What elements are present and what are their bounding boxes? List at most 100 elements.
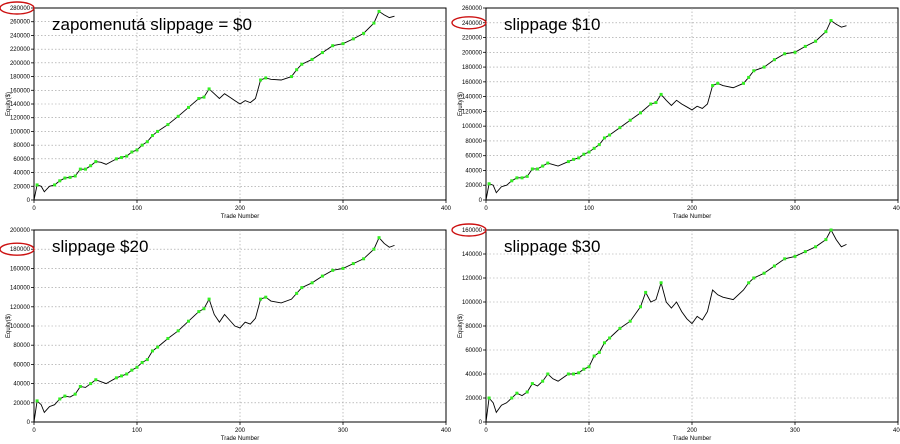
new-high-marker <box>602 136 606 140</box>
new-high-marker <box>510 179 514 183</box>
new-high-marker <box>546 161 550 165</box>
y-tick-label: 20000 <box>13 184 30 190</box>
x-tick-label: 0 <box>484 206 488 212</box>
new-high-marker <box>300 62 304 66</box>
y-tick-label: 240000 <box>462 21 483 27</box>
y-tick-label: 0 <box>27 198 31 204</box>
y-tick-label: 160000 <box>462 228 483 234</box>
y-tick-label: 40000 <box>465 168 482 174</box>
x-tick-label: 400 <box>441 206 452 212</box>
new-high-marker <box>618 326 622 330</box>
new-high-marker <box>73 392 77 396</box>
new-high-marker <box>156 345 160 349</box>
new-high-marker <box>654 101 658 105</box>
y-tick-label: 0 <box>479 420 483 426</box>
highlight-circle <box>0 242 35 256</box>
new-high-marker <box>310 57 314 61</box>
new-high-marker <box>156 129 160 133</box>
x-tick-label: 300 <box>790 206 801 212</box>
new-high-marker <box>628 319 632 323</box>
new-high-marker <box>259 297 263 301</box>
y-tick-label: 120000 <box>10 305 31 311</box>
x-axis-label: Trade Number <box>221 214 259 220</box>
equity-chart-panel: 0 100 200 300 400 0 20000 40000 60000 80000 100000… <box>451 222 900 442</box>
new-high-marker <box>541 379 545 383</box>
new-high-marker <box>747 281 751 285</box>
new-high-marker <box>94 378 98 382</box>
new-high-marker <box>176 329 180 333</box>
new-high-marker <box>541 164 545 168</box>
chart-title: slippage $30 <box>504 237 600 256</box>
new-high-marker <box>582 367 586 371</box>
new-high-marker <box>618 126 622 130</box>
new-high-marker <box>577 371 581 375</box>
new-high-marker <box>63 394 67 398</box>
new-high-marker <box>793 50 797 54</box>
new-high-marker <box>94 160 98 164</box>
equity-chart-panel: 0 100 200 300 400 0 20000 40000 60000 80000 100000… <box>0 222 452 442</box>
new-high-marker <box>58 397 62 401</box>
new-high-marker <box>520 176 524 180</box>
y-tick-label: 160000 <box>10 88 31 94</box>
y-tick-label: 140000 <box>462 252 483 258</box>
y-tick-label: 100000 <box>10 324 31 330</box>
y-axis-label: Equity($) <box>6 314 12 338</box>
y-tick-label: 100000 <box>10 129 31 135</box>
new-high-marker <box>814 39 818 43</box>
new-high-marker <box>362 31 366 35</box>
y-tick-label: 160000 <box>10 266 31 272</box>
new-high-marker <box>530 382 534 386</box>
new-high-marker <box>166 336 170 340</box>
new-high-marker <box>487 182 491 186</box>
new-high-marker <box>525 174 529 178</box>
new-high-marker <box>341 42 345 46</box>
x-tick-label: 200 <box>687 428 698 434</box>
new-high-marker <box>207 297 211 301</box>
y-tick-label: 60000 <box>465 154 482 160</box>
y-tick-label: 220000 <box>10 47 31 53</box>
new-high-marker <box>176 114 180 118</box>
chart-title: zapomenutá slippage = $0 <box>52 15 252 34</box>
new-high-marker <box>772 264 776 268</box>
new-high-marker <box>377 236 381 240</box>
new-high-marker <box>587 365 591 369</box>
new-high-marker <box>187 105 190 109</box>
x-tick-label: 200 <box>687 206 698 212</box>
y-tick-label: 180000 <box>10 75 31 81</box>
y-tick-label: 120000 <box>10 116 31 122</box>
new-high-marker <box>803 44 807 48</box>
y-tick-label: 100000 <box>462 300 483 306</box>
y-tick-label: 140000 <box>10 286 31 292</box>
new-high-marker <box>372 247 376 251</box>
new-high-marker <box>597 143 601 147</box>
new-high-marker <box>762 65 766 69</box>
y-axis-label: Equity($) <box>458 314 464 338</box>
new-high-marker <box>58 179 62 183</box>
y-tick-label: 40000 <box>13 171 30 177</box>
x-tick-label: 0 <box>32 206 36 212</box>
new-high-marker <box>644 290 648 294</box>
x-tick-label: 0 <box>32 428 36 434</box>
new-high-marker <box>300 286 304 290</box>
new-high-marker <box>536 167 539 171</box>
new-high-marker <box>628 118 632 122</box>
x-tick-label: 300 <box>790 428 801 434</box>
x-axis-label: Trade Number <box>673 436 711 442</box>
new-high-marker <box>197 97 201 101</box>
new-high-marker <box>150 134 154 138</box>
chart-svg: 0 100 200 300 400 0 20000 40000 60000 80000 100000… <box>451 223 900 442</box>
y-tick-label: 160000 <box>462 80 483 86</box>
new-high-marker <box>515 391 519 395</box>
new-high-marker <box>135 148 139 152</box>
x-tick-label: 100 <box>132 206 143 212</box>
new-high-marker <box>602 341 606 345</box>
new-high-marker <box>140 143 144 147</box>
new-high-marker <box>145 140 149 144</box>
y-tick-label: 20000 <box>13 401 30 407</box>
new-high-marker <box>125 154 129 158</box>
equity-chart-panel: 0 100 200 300 400 0 20000 40000 60000 80000 100000… <box>451 0 900 220</box>
y-tick-label: 0 <box>27 420 31 426</box>
new-high-marker <box>114 157 118 161</box>
equity-line <box>485 229 847 423</box>
new-high-marker <box>752 276 756 280</box>
